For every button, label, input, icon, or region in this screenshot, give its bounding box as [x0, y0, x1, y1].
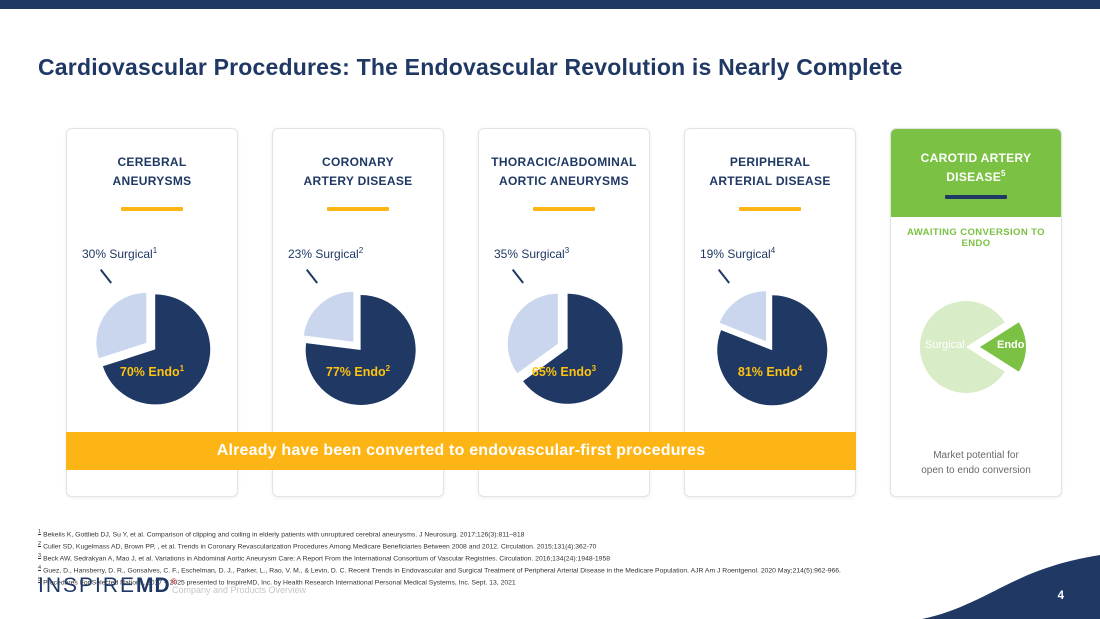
surgical-share-label: 30% Surgical1	[82, 246, 157, 261]
pie-chart-peripheral: 81% Endo4	[704, 285, 836, 411]
surgical-label-text: 30% Surgical	[82, 247, 153, 261]
title-underline	[121, 207, 183, 212]
card-title-line2: ARTERY DISEASE	[303, 174, 413, 189]
footnote-text: Beck AW, Sedrakyan A, Mao J, et al. Vari…	[43, 555, 611, 563]
endo-label-sup: 1	[179, 364, 185, 373]
page-title: Cardiovascular Procedures: The Endovascu…	[38, 54, 903, 80]
callout-line	[717, 269, 730, 284]
surgical-share-label: 19% Surgical4	[700, 246, 775, 261]
pie-chart-cerebral: 70% Endo1	[86, 285, 218, 411]
card-title-line1: THORACIC/ABDOMINAL	[491, 155, 637, 169]
footnote-text: Procedures For Selected Nations, 2017 – …	[43, 579, 516, 587]
carotid-title-underline	[945, 195, 1007, 200]
title-underline	[739, 207, 801, 212]
card-title: CORONARY ARTERY DISEASE	[273, 153, 443, 191]
endo-share-label: 77% Endo2	[326, 364, 390, 379]
footnote-text: Bekelis K, Gottlieb DJ, Su Y, et al. Com…	[43, 531, 525, 539]
carotid-title-text: DISEASE	[946, 170, 1002, 185]
carotid-header: CAROTID ARTERY DISEASE5	[891, 129, 1061, 217]
endo-label-sup: 4	[797, 364, 803, 373]
footnote-number: 3	[38, 553, 42, 560]
card-title: THORACIC/ABDOMINAL AORTIC ANEURYSMS	[479, 153, 649, 191]
market-caption-line1: Market potential for	[933, 450, 1019, 461]
pie-svg	[919, 301, 1026, 393]
endo-label-text: 70% Endo	[119, 365, 180, 380]
footnote-number: 4	[38, 565, 42, 572]
pie-svg	[303, 291, 416, 405]
surgical-share-label: 35% Surgical3	[494, 246, 569, 261]
footnote-item: 3 Beck AW, Sedrakyan A, Mao J, et al. Var…	[38, 552, 841, 564]
callout-line	[99, 269, 112, 284]
inspiremd-logo: INSPIREMD®	[38, 574, 177, 598]
card-title-line1: PERIPHERAL	[729, 155, 811, 169]
footnotes: 1 Bekelis K, Gottlieb DJ, Su Y, et al. Co…	[38, 528, 841, 588]
pie-svg	[96, 292, 211, 405]
endo-share-label: 70% Endo1	[120, 364, 184, 379]
card-title-line2: AORTIC ANEURYSMS	[499, 174, 629, 189]
surgical-label-sup: 4	[770, 246, 776, 255]
endo-label-sup: 2	[385, 364, 391, 373]
carotid-title-sup: 5	[1001, 169, 1006, 179]
pie-svg	[507, 293, 623, 404]
endo-label-sup: 3	[591, 364, 597, 373]
footer-caption: Company and Products Overview	[172, 585, 307, 595]
endo-share-label: 65% Endo3	[532, 364, 596, 379]
footnote-number: 2	[38, 541, 42, 548]
conversion-banner: Already have been converted to endovascu…	[66, 432, 856, 470]
card-title-line2: ANEURYSMS	[112, 174, 192, 189]
carotid-pie-endo-label: Endo	[997, 339, 1025, 351]
surgical-label-text: 19% Surgical	[700, 247, 771, 261]
card-title-line2: ARTERIAL DISEASE	[709, 174, 831, 189]
page-number: 4	[1057, 590, 1064, 602]
title-underline	[327, 207, 389, 212]
carotid-pie-surgical-label: Surgical	[925, 339, 965, 351]
footnote-item: 1 Bekelis K, Gottlieb DJ, Su Y, et al. Co…	[38, 528, 841, 540]
surgical-label-text: 23% Surgical	[288, 247, 359, 261]
bottom-wave-decoration	[922, 555, 1100, 619]
card-title: CEREBRAL ANEURYSMS	[67, 153, 237, 191]
footnote-number: 5	[38, 577, 42, 584]
surgical-label-sup: 3	[564, 246, 570, 255]
callout-line	[305, 269, 318, 284]
endo-share-label: 81% Endo4	[738, 364, 802, 379]
pie-chart-coronary: 77% Endo2	[292, 285, 424, 411]
footnote-item: 4 Guez, D., Hansberry, D. R., Gonsalves, …	[38, 564, 841, 576]
market-potential-caption: Market potential for open to endo conver…	[891, 449, 1061, 478]
pie-chart-aortic: 65% Endo3	[498, 285, 630, 411]
carotid-title-line1: CAROTID ARTERY	[920, 151, 1032, 165]
endo-label-text: 81% Endo	[737, 365, 798, 380]
surgical-label-sup: 2	[358, 246, 364, 255]
card-title-line1: CORONARY	[322, 155, 394, 169]
endo-label-text: 65% Endo	[531, 365, 592, 380]
awaiting-conversion-label: AWAITING CONVERSION TO ENDO	[907, 227, 1045, 249]
title-underline	[533, 207, 595, 212]
footnote-text: Culler SD, Kugelmass AD, Brown PP, , et …	[43, 543, 597, 551]
callout-line	[511, 269, 524, 284]
logo-inspire-text: INSPIRE	[38, 574, 137, 597]
top-accent-bar	[0, 0, 1100, 9]
surgical-label-text: 35% Surgical	[494, 247, 565, 261]
carotid-card: CAROTID ARTERY DISEASE5 AWAITING CONVERS…	[890, 128, 1062, 497]
footnote-item: 5 Procedures For Selected Nations, 2017 –…	[38, 576, 841, 588]
footnote-text: Guez, D., Hansberry, D. R., Gonsalves, C…	[43, 567, 841, 575]
logo-md-text: MD	[136, 574, 171, 597]
pie-chart-carotid: Surgical Endo	[909, 289, 1043, 405]
card-title: PERIPHERAL ARTERIAL DISEASE	[685, 153, 855, 191]
footnote-item: 2 Culler SD, Kugelmass AD, Brown PP, , et…	[38, 540, 841, 552]
registered-mark-icon: ®	[170, 577, 177, 586]
card-title-line1: CEREBRAL	[117, 155, 187, 169]
carotid-title-line2: DISEASE5	[891, 168, 1061, 187]
surgical-share-label: 23% Surgical2	[288, 246, 363, 261]
endo-label-text: 77% Endo	[325, 365, 386, 380]
surgical-label-sup: 1	[152, 246, 158, 255]
market-caption-line2: open to endo conversion	[921, 464, 1031, 476]
footnote-number: 1	[38, 529, 42, 535]
pie-svg	[717, 291, 828, 406]
